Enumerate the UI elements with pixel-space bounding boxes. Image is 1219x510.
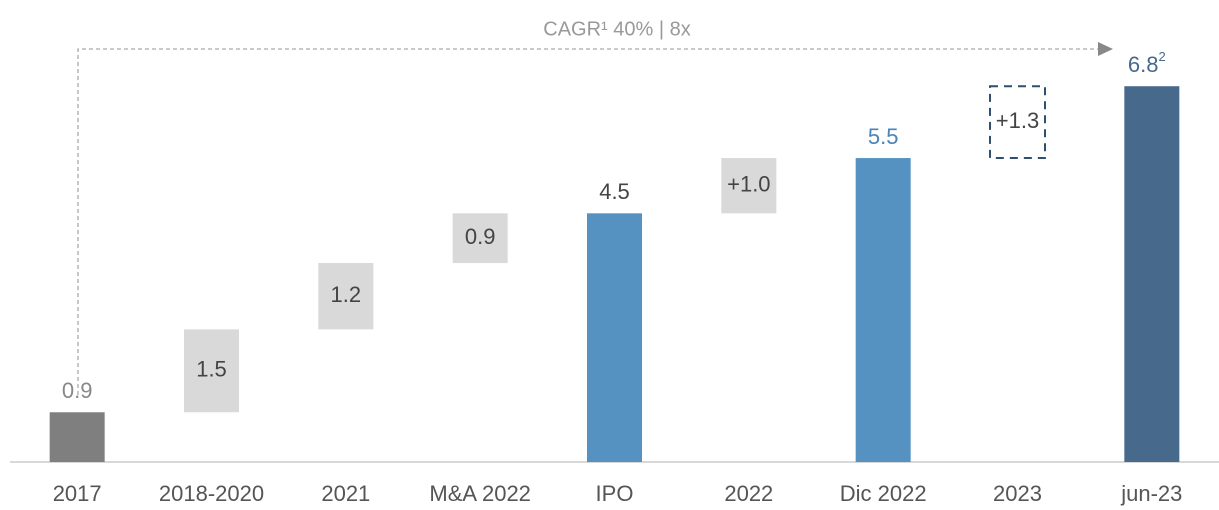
bar [318,263,374,330]
cagr-arrow [77,48,1100,395]
value-label: 0.9 [465,224,496,249]
value-label: +1.3 [996,108,1039,133]
bar [1124,86,1180,463]
x-tick-label: IPO [596,481,634,506]
bar [452,213,508,264]
bar [855,158,911,463]
value-label: 1.5 [196,357,227,382]
x-tick-label: 2022 [724,481,773,506]
value-label: 1.2 [331,282,362,307]
x-tick-label: 2017 [53,481,102,506]
value-label: 0.9 [62,378,93,403]
bar [49,412,105,462]
x-tick-label: 2021 [321,481,370,506]
bar [721,158,777,214]
value-label: 6.82 [1128,50,1166,77]
bar [989,85,1046,160]
bar [184,329,239,413]
x-tick-label: Dic 2022 [840,481,927,506]
value-label: +1.0 [727,171,770,196]
value-label-note: 2 [1159,50,1166,65]
bar [587,213,642,462]
x-tick-label: M&A 2022 [429,481,531,506]
x-tick-label: 2023 [993,481,1042,506]
value-label: 5.5 [868,124,899,149]
value-label: 4.5 [599,179,630,204]
x-tick-label: 2018-2020 [159,481,264,506]
arrow-head [1098,42,1113,56]
x-tick-label: jun-23 [1120,481,1182,506]
annotation: CAGR¹ 40% | 8x [543,18,690,40]
